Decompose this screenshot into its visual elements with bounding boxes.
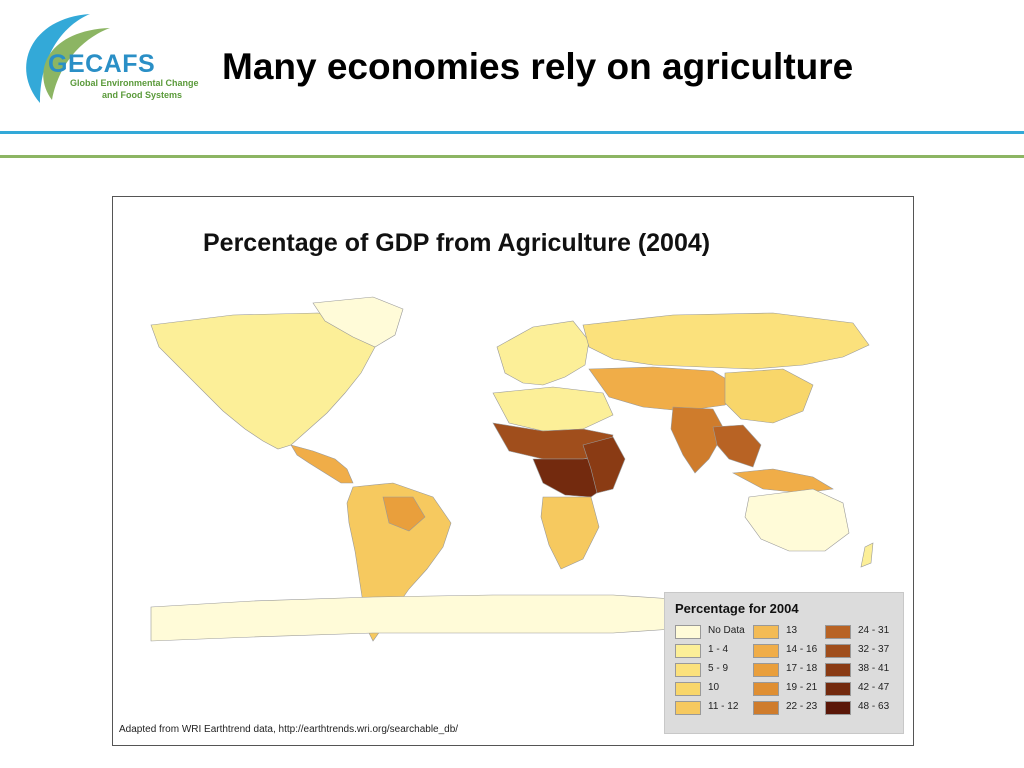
region-southern-africa (540, 496, 600, 570)
legend-item: 24 - 31 (825, 625, 901, 639)
legend-item: 19 - 21 (753, 682, 829, 696)
legend-item: 14 - 16 (753, 644, 829, 658)
region-greenland (312, 296, 404, 348)
world-map (150, 296, 874, 642)
legend-label: 17 - 18 (786, 663, 818, 674)
region-indonesia (731, 468, 834, 494)
logo-wordmark: GECAFS (48, 50, 156, 78)
legend-label: 38 - 41 (858, 663, 890, 674)
region-southeast-asia (712, 424, 762, 468)
legend-label: 10 (708, 682, 720, 693)
region-north-africa (492, 386, 614, 432)
legend-swatch (753, 701, 779, 715)
legend-item: 11 - 12 (675, 701, 751, 715)
legend-label: 42 - 47 (858, 682, 890, 693)
legend-swatch (753, 644, 779, 658)
region-central-asia (588, 366, 744, 412)
legend-item: 38 - 41 (825, 663, 901, 677)
region-antarctica (150, 594, 674, 642)
logo-tagline-1: Global Environmental Change (70, 78, 199, 88)
gecafs-logo: GECAFS Global Environmental Change and F… (10, 8, 200, 108)
map-figure: Percentage of GDP from Agriculture (2004… (112, 196, 914, 746)
legend-swatch (825, 644, 851, 658)
legend-item: 1 - 4 (675, 644, 751, 658)
region-south-asia (670, 406, 726, 474)
region-south-america-highlight (382, 496, 426, 532)
region-europe (496, 320, 590, 386)
region-australia (744, 488, 850, 552)
legend-swatch (675, 625, 701, 639)
region-north-america (150, 312, 376, 450)
legend-swatch (825, 663, 851, 677)
header-divider-green (0, 155, 1024, 158)
legend-swatch (753, 625, 779, 639)
legend-swatch (675, 701, 701, 715)
legend-item: 22 - 23 (753, 701, 829, 715)
logo-swoosh-icon (26, 14, 110, 103)
legend-label: 1 - 4 (708, 644, 729, 655)
legend-item: 13 (753, 625, 829, 639)
source-note: Adapted from WRI Earthtrend data, http:/… (119, 724, 459, 735)
legend-item: 5 - 9 (675, 663, 751, 677)
map-title: Percentage of GDP from Agriculture (2004… (203, 229, 711, 257)
legend-item: 48 - 63 (825, 701, 901, 715)
legend-label: 22 - 23 (786, 701, 818, 712)
region-east-africa (582, 436, 626, 494)
legend-item: 32 - 37 (825, 644, 901, 658)
region-central-america (290, 444, 354, 484)
legend-swatch (825, 625, 851, 639)
legend-swatch (675, 644, 701, 658)
legend-item: 10 (675, 682, 751, 696)
legend-label: 32 - 37 (858, 644, 890, 655)
map-legend: Percentage for 2004 No Data 1 - 4 5 - 9 … (664, 592, 904, 734)
legend-swatch (825, 701, 851, 715)
legend-item: 17 - 18 (753, 663, 829, 677)
legend-item: No Data (675, 625, 751, 639)
legend-label: No Data (708, 625, 745, 636)
legend-swatch (753, 663, 779, 677)
legend-label: 19 - 21 (786, 682, 818, 693)
header-divider-blue (0, 131, 1024, 134)
legend-label: 24 - 31 (858, 625, 890, 636)
region-new-zealand (860, 542, 874, 568)
region-russia (582, 312, 870, 370)
region-east-asia (724, 368, 814, 424)
legend-swatch (825, 682, 851, 696)
legend-label: 14 - 16 (786, 644, 818, 655)
slide-title: Many economies rely on agriculture (222, 46, 854, 87)
legend-swatch (753, 682, 779, 696)
legend-label: 13 (786, 625, 798, 636)
legend-label: 48 - 63 (858, 701, 890, 712)
legend-swatch (675, 682, 701, 696)
logo-tagline-2: and Food Systems (102, 90, 183, 100)
legend-label: 11 - 12 (708, 701, 739, 712)
legend-item: 42 - 47 (825, 682, 901, 696)
legend-title: Percentage for 2004 (675, 601, 799, 616)
legend-swatch (675, 663, 701, 677)
legend-label: 5 - 9 (708, 663, 729, 674)
